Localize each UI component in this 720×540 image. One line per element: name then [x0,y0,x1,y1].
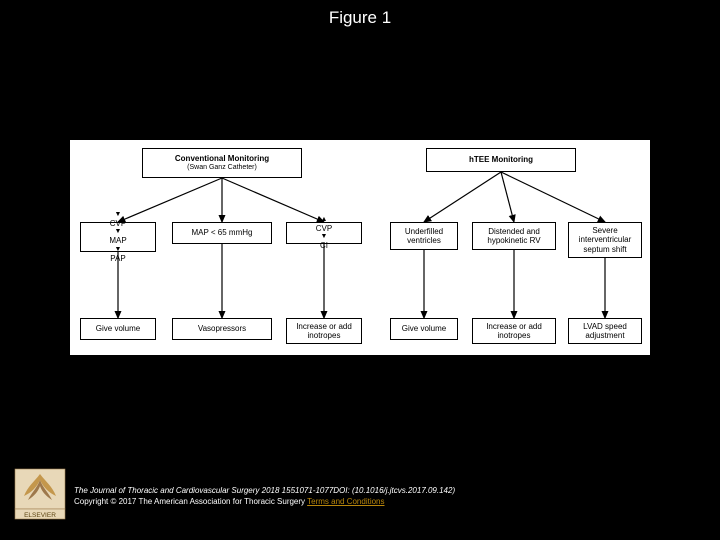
flow-node-under: Underfilledventricles [390,222,458,250]
flow-edge-htee-under [424,172,501,222]
flow-node-sev: Severeinterventricularseptum shift [568,222,642,258]
flow-node-dist: Distended andhypokinetic RV [472,222,556,250]
elsevier-text: ELSEVIER [24,512,56,519]
terms-link[interactable]: Terms and Conditions [307,497,384,506]
flow-edge-htee-sev [501,172,605,222]
flow-node-conv: Conventional Monitoring(Swan Ganz Cathet… [142,148,302,178]
flow-node-vaso: Vasopressors [172,318,272,340]
flow-edge-conv-cvpci [222,178,324,222]
flow-node-htee: hTEE Monitoring [426,148,576,172]
elsevier-logo: ELSEVIER [14,468,66,520]
figure-title: Figure 1 [0,8,720,28]
footer: The Journal of Thoracic and Cardiovascul… [74,486,700,508]
flow-node-ino1: Increase or addinotropes [286,318,362,344]
flow-node-cvpci: ▲CVP ▼CI [286,222,362,244]
flow-node-vol2: Give volume [390,318,458,340]
flow-edge-conv-cvp [118,178,222,222]
flow-node-ino2: Increase or addinotropes [472,318,556,344]
copyright-line: Copyright © 2017 The American Associatio… [74,497,700,508]
flow-node-map65: MAP < 65 mmHg [172,222,272,244]
flow-node-lvad: LVAD speedadjustment [568,318,642,344]
flow-node-cvp: ▼CVP ▼MAP▼PAP [80,222,156,252]
flow-node-vol1: Give volume [80,318,156,340]
flowchart-diagram: Conventional Monitoring(Swan Ganz Cathet… [70,140,650,355]
slide: Figure 1 Conventional Monitoring(Swan Ga… [0,0,720,540]
citation-line: The Journal of Thoracic and Cardiovascul… [74,486,700,497]
flow-edge-htee-dist [501,172,514,222]
